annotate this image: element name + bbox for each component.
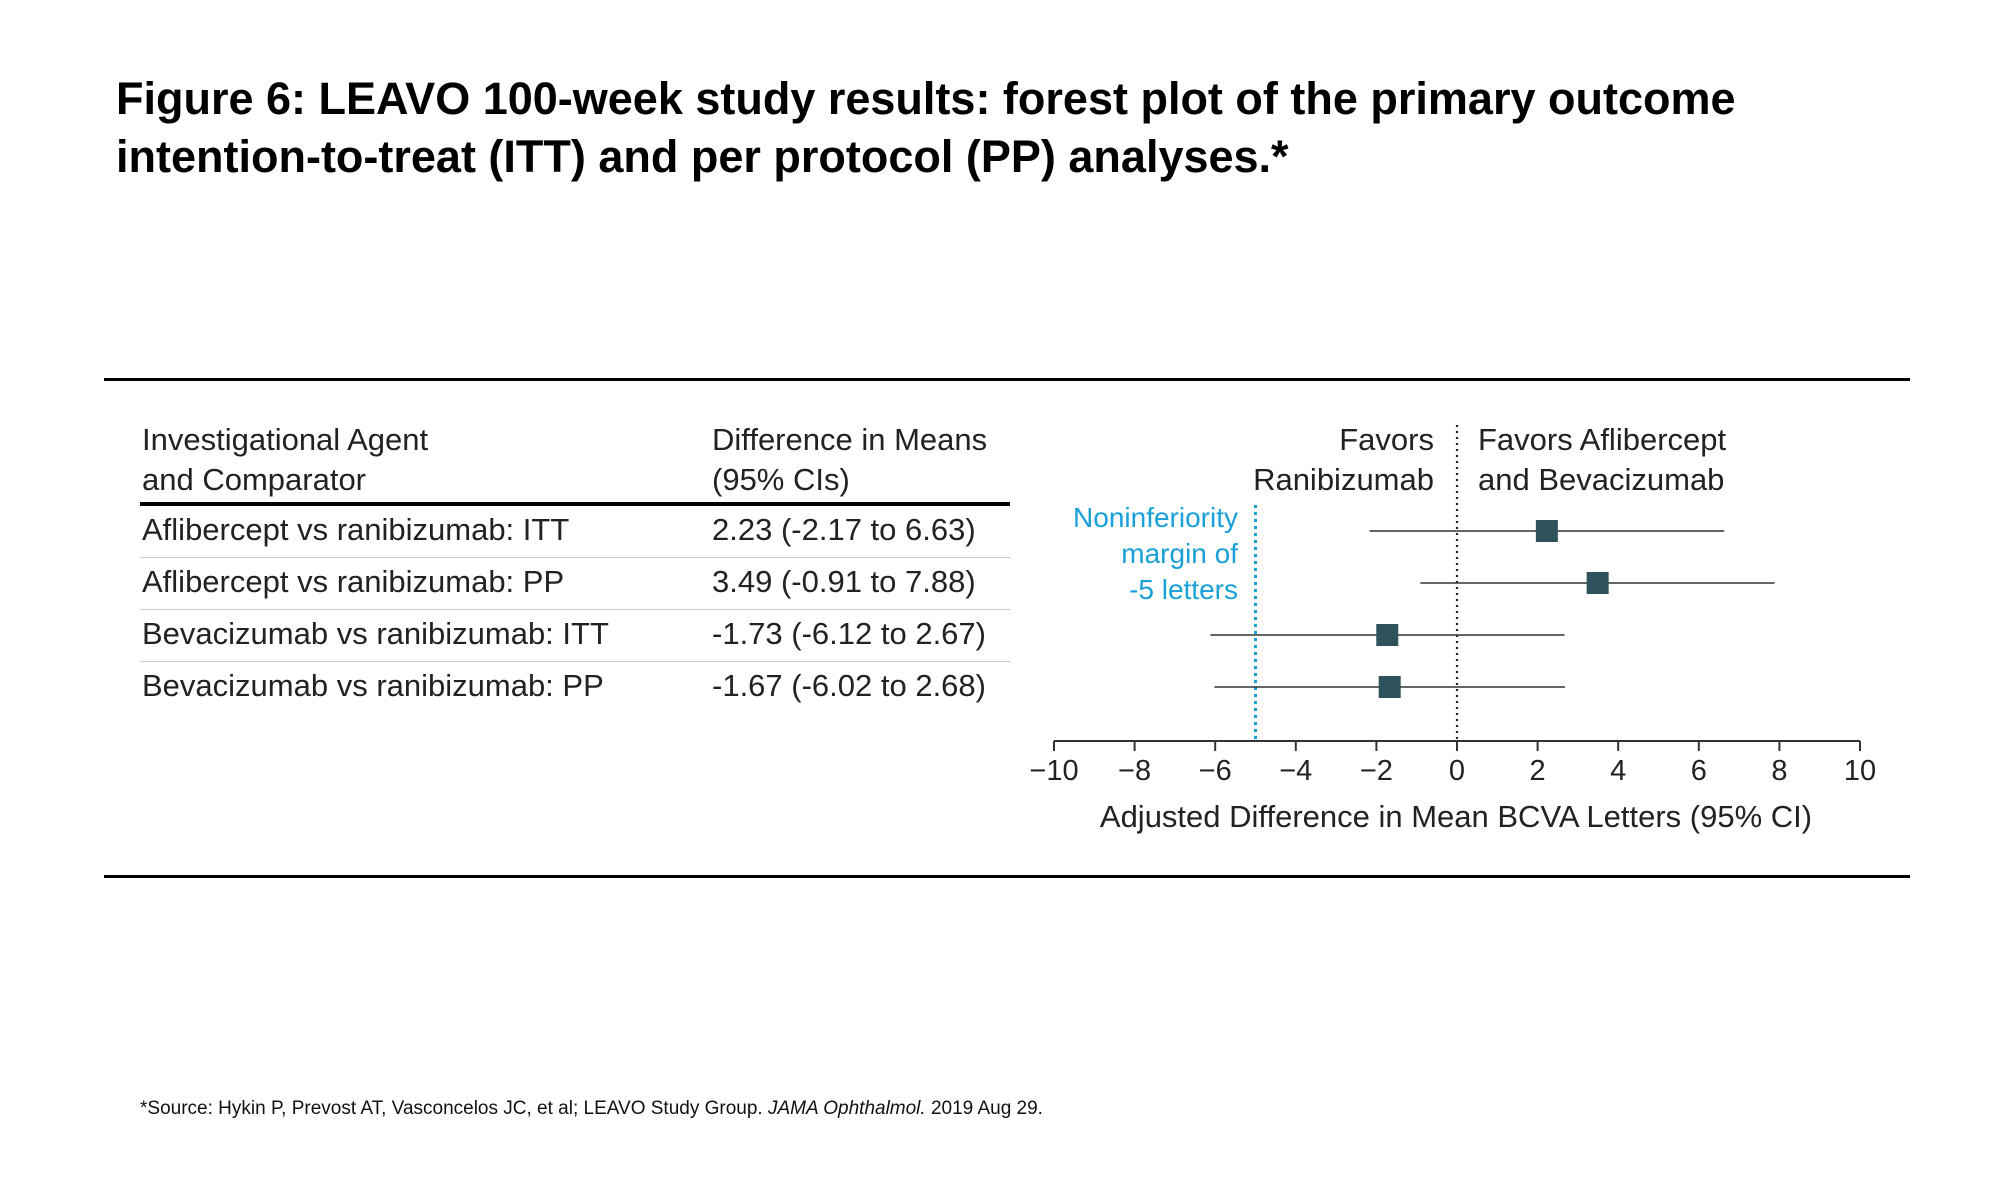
x-tick-label: −10 [1029, 755, 1078, 787]
point-estimate-marker [1376, 624, 1399, 646]
x-tick-label: 0 [1449, 755, 1465, 787]
table-row: Aflibercept vs ranibizumab: PP 3.49 (-0.… [140, 557, 1010, 609]
footnote-prefix: *Source: Hykin P, Prevost AT, Vasconcelo… [140, 1098, 768, 1119]
favors-left-line2: Ranibizumab [1253, 462, 1434, 497]
row-divider [140, 557, 1010, 558]
footnote-journal: JAMA Ophthalmol. [768, 1098, 926, 1119]
point-estimate-marker [1378, 676, 1401, 698]
x-tick-label: 8 [1771, 755, 1787, 787]
row-comparison: Aflibercept vs ranibizumab: PP [142, 564, 565, 599]
x-tick-label: 4 [1610, 755, 1626, 787]
row-difference: 3.49 (-0.91 to 7.88) [712, 564, 976, 599]
bottom-rule [104, 875, 1910, 878]
point-estimates [1376, 520, 1609, 698]
row-divider [140, 609, 1010, 610]
favors-left-line1: Favors [1339, 422, 1434, 457]
x-axis: −10 −8 −6 −4 −2 0 2 4 6 8 10 [1029, 740, 1876, 787]
x-tick-label: 10 [1844, 755, 1876, 787]
col-header-difference: Difference in Means (95% CIs) [712, 420, 987, 500]
col-header-comparator: Investigational Agent and Comparator [142, 420, 428, 500]
x-tick-label: 6 [1691, 755, 1707, 787]
x-tick-label: −2 [1360, 755, 1393, 787]
row-difference: 2.23 (-2.17 to 6.63) [712, 512, 976, 547]
favors-right-line2: and Bevacizumab [1478, 462, 1725, 497]
table-row: Aflibercept vs ranibizumab: ITT 2.23 (-2… [140, 505, 1010, 557]
col-header-difference-line1: Difference in Means [712, 422, 988, 457]
table-row: Bevacizumab vs ranibizumab: ITT -1.73 (-… [140, 609, 1010, 661]
favors-aflibercept-label: Favors Aflibercept and Bevacizumab [1478, 420, 1726, 500]
row-difference: -1.67 (-6.02 to 2.68) [712, 668, 986, 703]
figure-title: Figure 6: LEAVO 100-week study results: … [116, 73, 1736, 182]
row-comparison: Bevacizumab vs ranibizumab: ITT [142, 616, 609, 651]
x-tick-label: −4 [1279, 755, 1312, 787]
source-footnote: *Source: Hykin P, Prevost AT, Vasconcelo… [140, 1098, 1043, 1120]
table-row: Bevacizumab vs ranibizumab: PP -1.67 (-6… [140, 661, 1010, 713]
confidence-intervals [1210, 530, 1775, 688]
col-header-comparator-line1: Investigational Agent [142, 422, 429, 457]
margin-label-line2: margin of [1121, 538, 1238, 569]
row-difference: -1.73 (-6.12 to 2.67) [712, 616, 986, 651]
top-rule [104, 378, 1910, 381]
x-tick-label: −8 [1118, 755, 1151, 787]
x-axis-label: Adjusted Difference in Mean BCVA Letters… [1100, 799, 1812, 834]
footnote-suffix: 2019 Aug 29. [925, 1098, 1043, 1119]
header-rule [140, 502, 1010, 506]
point-estimate-marker [1535, 520, 1558, 542]
col-header-comparator-line2: and Comparator [142, 462, 367, 497]
margin-label-line1: Noninferiority [1073, 502, 1238, 533]
col-header-difference-line2: (95% CIs) [712, 462, 850, 497]
point-estimate-marker [1586, 572, 1609, 594]
x-tick-label: −6 [1199, 755, 1232, 787]
x-tick-label: 2 [1530, 755, 1546, 787]
favors-right-line1: Favors Aflibercept [1478, 422, 1727, 457]
margin-label-line3: -5 letters [1129, 574, 1238, 605]
row-divider [140, 661, 1010, 662]
row-comparison: Aflibercept vs ranibizumab: ITT [142, 512, 570, 547]
noninferiority-margin-label: Noninferiority margin of -5 letters [1073, 500, 1238, 608]
row-comparison: Bevacizumab vs ranibizumab: PP [142, 668, 604, 703]
favors-ranibizumab-label: Favors Ranibizumab [1253, 420, 1434, 500]
